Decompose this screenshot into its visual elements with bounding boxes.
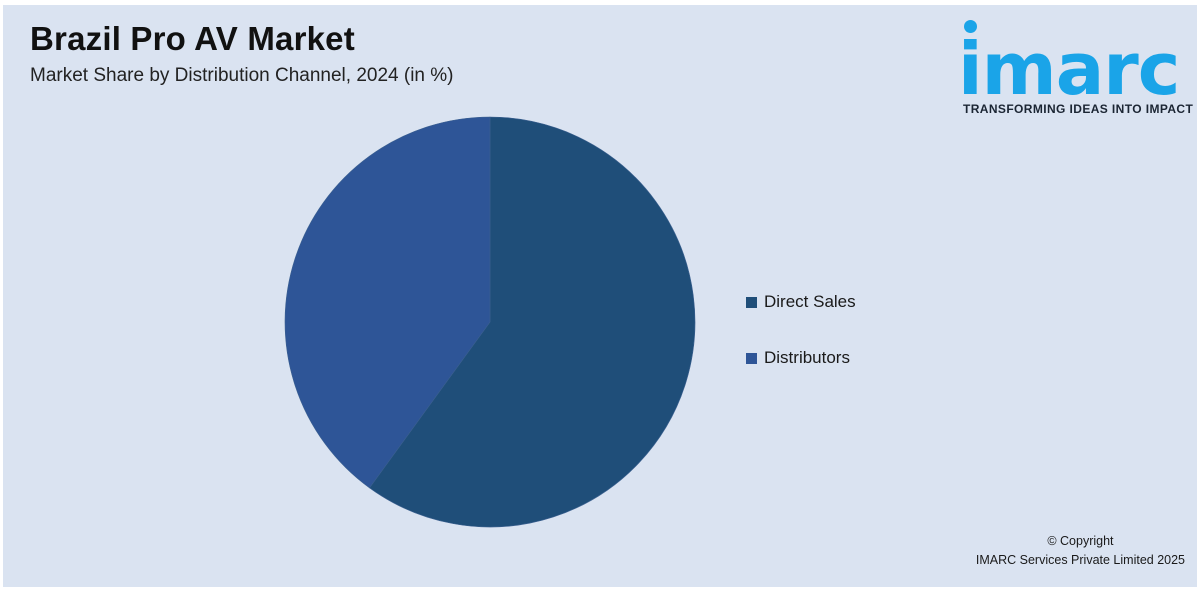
copyright-line-1: © Copyright xyxy=(1047,534,1114,548)
chart-title: Brazil Pro AV Market xyxy=(30,20,355,57)
copyright-notice: © Copyright IMARC Services Private Limit… xyxy=(976,532,1185,570)
imarc-logo: imarc TRANSFORMING IDEAS INTO IMPACT xyxy=(958,18,1194,120)
chart-subtitle: Market Share by Distribution Channel, 20… xyxy=(30,65,454,86)
pie-slice-direct-sales xyxy=(369,116,696,528)
legend-swatch xyxy=(746,353,757,364)
logo-dot-icon xyxy=(964,20,977,33)
logo-tagline: TRANSFORMING IDEAS INTO IMPACT xyxy=(963,102,1194,116)
legend-label: Direct Sales xyxy=(764,292,856,311)
copyright-line-2: IMARC Services Private Limited 2025 xyxy=(975,553,1185,567)
legend-label: Distributors xyxy=(764,348,850,367)
legend-item-distributors: Distributors xyxy=(746,348,856,404)
legend-item-direct-sales: Direct Sales xyxy=(746,292,856,348)
pie-slice-distributors xyxy=(284,116,491,489)
legend-swatch xyxy=(746,297,757,308)
logo-wordmark: imarc xyxy=(958,27,1180,111)
chart-legend: Direct Sales Distributors xyxy=(746,292,856,404)
